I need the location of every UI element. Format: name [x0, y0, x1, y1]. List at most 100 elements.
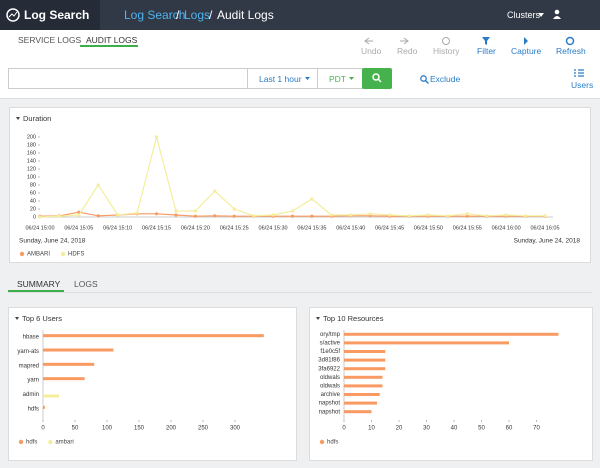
- x-tick-label: 60: [506, 426, 513, 432]
- collapse-caret: [15, 317, 19, 320]
- point: [38, 215, 42, 219]
- bar: [344, 393, 380, 396]
- tab-active[interactable]: AUDIT LOGS: [86, 35, 138, 45]
- legend-label: AMBARI: [27, 252, 50, 258]
- y-tick-label: mapred: [19, 363, 39, 369]
- y-tick-label: 3fa6922: [318, 366, 340, 372]
- x-tick-label: 06/24 15:45: [375, 225, 404, 231]
- bar: [344, 375, 383, 379]
- refresh-icon: [565, 36, 575, 46]
- subtab-rule: [8, 292, 592, 293]
- logo: [6, 8, 20, 22]
- bar: [344, 341, 509, 345]
- legend-swatch: [18, 439, 24, 445]
- legend-swatch: [319, 439, 325, 445]
- header: [0, 0, 600, 30]
- search-bar: Last 1 hour PDT Exclude Users: [0, 62, 600, 99]
- history-icon: [442, 37, 450, 45]
- toolbar-button[interactable]: Capture: [511, 46, 542, 56]
- point: [154, 135, 159, 139]
- point: [96, 183, 100, 187]
- brand[interactable]: Log Search: [0, 0, 100, 30]
- point: [290, 209, 295, 213]
- search-button[interactable]: [362, 68, 392, 89]
- bar: [344, 350, 386, 353]
- exclude-button[interactable]: Exclude: [430, 74, 461, 84]
- bar: [43, 405, 45, 409]
- y-tick-label: oldwals: [320, 383, 340, 389]
- point: [446, 214, 450, 218]
- capture-icon: [524, 37, 528, 45]
- legend-swatch: [48, 439, 53, 445]
- point: [310, 197, 314, 201]
- toolbar-button[interactable]: Undo: [361, 46, 382, 56]
- search-icon: [372, 73, 382, 83]
- point: [543, 214, 547, 218]
- toolbar-button[interactable]: Redo: [397, 46, 418, 56]
- x-tick-label: 10: [368, 426, 375, 432]
- bar: [344, 384, 383, 388]
- y-tick-label: admin: [23, 392, 39, 398]
- point: [174, 209, 178, 213]
- legend-label: hdfs: [26, 440, 37, 446]
- point: [57, 214, 62, 218]
- subtab-underline: [8, 290, 64, 292]
- point: [135, 211, 139, 215]
- toolbar: [364, 36, 575, 46]
- user-icon[interactable]: [553, 9, 561, 19]
- users-chart: Top 6 Users 0 50 100 150 200 250 300 hbase yarn-a…: [15, 314, 264, 446]
- breadcrumb-separator: /: [209, 8, 213, 22]
- point: [213, 214, 217, 218]
- point: [523, 214, 528, 218]
- exclude-icon: [420, 75, 429, 84]
- search-input[interactable]: [8, 68, 248, 89]
- timezone-dropdown[interactable]: PDT: [317, 68, 363, 89]
- chart-title: Duration: [23, 114, 51, 123]
- point: [271, 213, 275, 217]
- toolbar-button[interactable]: Refresh: [556, 46, 586, 56]
- users-button[interactable]: Users: [571, 80, 594, 90]
- end-date: Sunday, June 24, 2018: [514, 238, 581, 245]
- point: [485, 214, 489, 218]
- x-tick-label: 06/24 15:00: [25, 225, 54, 231]
- y-tick-label: 200: [27, 134, 36, 140]
- point: [77, 213, 81, 217]
- brand-name: Log Search: [24, 8, 90, 22]
- point: [174, 213, 178, 217]
- breadcrumb[interactable]: Logs: [184, 8, 211, 22]
- time-range-dropdown[interactable]: Last 1 hour: [247, 68, 318, 89]
- x-tick-label: 250: [198, 426, 209, 432]
- point: [213, 189, 217, 193]
- point: [426, 213, 431, 217]
- y-tick-label: oldwals: [320, 375, 340, 381]
- chart-title: Top 6 Users: [22, 314, 62, 323]
- subtab-active[interactable]: SUMMARY: [17, 279, 61, 289]
- point: [96, 214, 100, 218]
- y-tick-label: 40: [30, 198, 36, 204]
- toolbar-button[interactable]: Filter: [477, 46, 496, 56]
- subtab[interactable]: LOGS: [74, 279, 98, 289]
- y-tick-label: ory/tmp: [320, 332, 341, 338]
- x-tick-label: 06/24 15:10: [103, 225, 132, 231]
- legend-label: hdfs: [327, 440, 338, 446]
- y-tick-label: 3d81f86: [318, 358, 340, 364]
- bar: [43, 394, 59, 398]
- point: [465, 212, 469, 216]
- x-tick-label: 30: [423, 426, 430, 432]
- caret: [305, 77, 310, 80]
- breadcrumb[interactable]: Log Search: [124, 8, 186, 22]
- resources-chart: Top 10 Resources 0 10 20 30 40 50 60 70 ory/tmp s/…: [316, 314, 559, 446]
- toolbar-button[interactable]: History: [433, 46, 460, 56]
- point: [465, 214, 469, 218]
- clusters-menu[interactable]: Clusters: [507, 10, 541, 20]
- series-line: [39, 134, 545, 218]
- point: [329, 213, 333, 217]
- x-tick-label: 06/24 15:50: [414, 225, 443, 231]
- point: [290, 214, 295, 218]
- tab[interactable]: SERVICE LOGS: [18, 35, 82, 45]
- bar: [43, 334, 264, 338]
- duration-chart: Duration 0 20 40 60 80 100 120 140 160 180 200 06/24…: [16, 114, 581, 258]
- x-tick-label: 100: [102, 426, 113, 432]
- columns-icon: [574, 69, 584, 77]
- legend-swatch: [19, 251, 25, 257]
